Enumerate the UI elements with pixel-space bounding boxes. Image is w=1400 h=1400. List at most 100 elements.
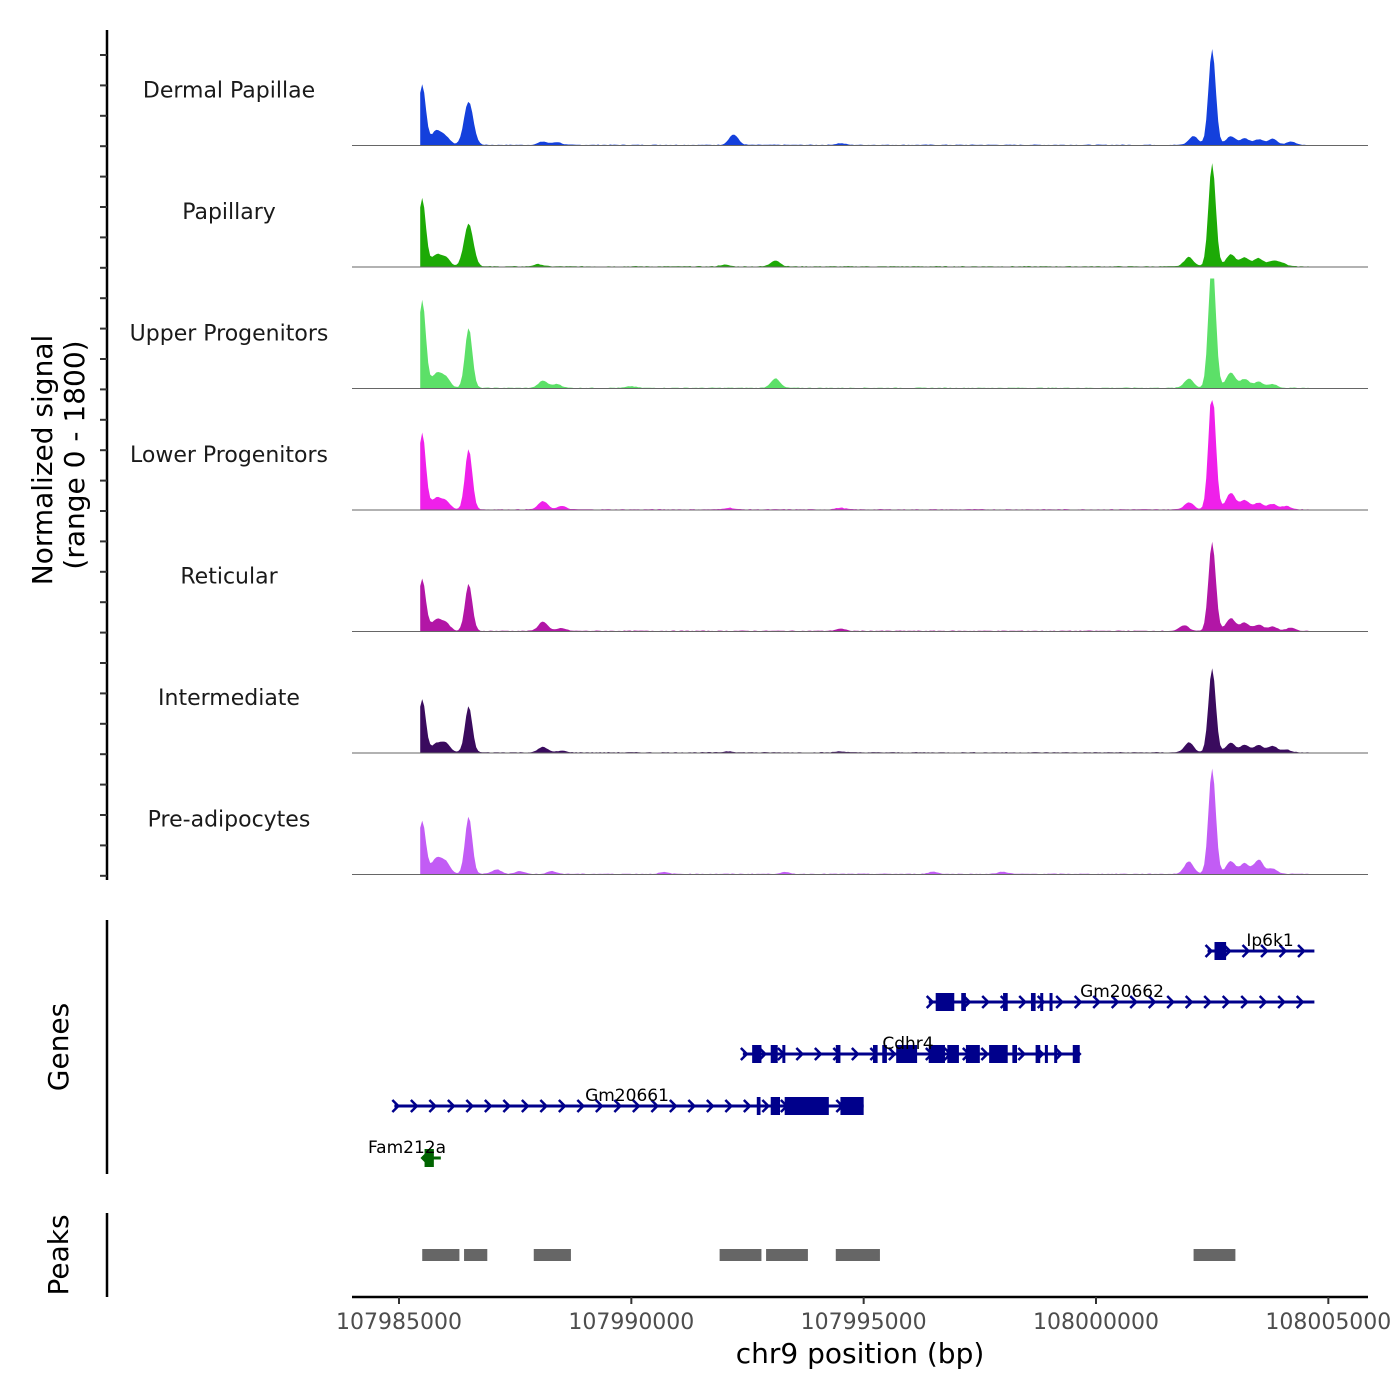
strand-arrow-icon xyxy=(631,1099,641,1113)
exon xyxy=(1012,1045,1018,1063)
exon xyxy=(935,993,955,1011)
peaks-panel xyxy=(105,1213,1236,1297)
strand-arrow-icon xyxy=(1147,995,1157,1009)
strand-arrow-icon xyxy=(1092,995,1101,1009)
gene-fam212a[interactable]: Fam212a xyxy=(368,1138,446,1167)
exon xyxy=(1003,993,1008,1011)
strand-arrow-icon xyxy=(1203,995,1212,1009)
strand-arrow-icon xyxy=(1221,995,1231,1009)
peak-region[interactable] xyxy=(766,1249,808,1261)
strand-arrow-icon xyxy=(1036,995,1046,1009)
y-axis-title-line1: Normalized signal xyxy=(26,335,59,586)
signal-area xyxy=(420,278,1310,389)
peak-region[interactable] xyxy=(1193,1249,1236,1261)
strand-arrow-icon xyxy=(1241,944,1251,958)
exon xyxy=(961,993,966,1011)
track-pre-adipocytes: Pre-adipocytes xyxy=(148,768,1368,875)
strand-arrow-icon xyxy=(446,1099,456,1113)
strand-arrow-icon xyxy=(1055,995,1064,1009)
strand-arrow-icon xyxy=(1295,995,1305,1009)
strand-arrow-icon xyxy=(1260,944,1269,958)
signal-y-axis xyxy=(100,30,109,880)
exon xyxy=(896,1045,918,1063)
strand-arrow-icon xyxy=(1073,995,1083,1009)
strand-arrow-icon xyxy=(539,1099,549,1113)
gene-gm20662[interactable]: Gm20662 xyxy=(925,982,1315,1011)
x-axis-title: chr9 position (bp) xyxy=(736,1337,985,1370)
track-label: Upper Progenitors xyxy=(130,322,329,347)
track-label: Pre-adipocytes xyxy=(148,808,311,833)
strand-arrow-icon xyxy=(483,1099,493,1113)
peak-region[interactable] xyxy=(719,1249,762,1261)
exon xyxy=(947,1045,959,1063)
x-tick-label: 108000000 xyxy=(1033,1310,1159,1335)
x-tick-label: 107990000 xyxy=(568,1310,694,1335)
exon xyxy=(1040,993,1044,1011)
strand-arrow-icon xyxy=(409,1099,419,1113)
track-lower-progenitors: Lower Progenitors xyxy=(130,400,1368,511)
exon xyxy=(965,1045,980,1063)
exon xyxy=(770,1097,781,1115)
strand-arrow-icon xyxy=(1017,1047,1027,1061)
strand-arrow-icon xyxy=(1204,944,1214,958)
peak-region[interactable] xyxy=(835,1249,880,1261)
strand-arrow-icon xyxy=(1258,995,1268,1009)
x-tick-label: 107985000 xyxy=(336,1310,462,1335)
track-label: Papillary xyxy=(182,200,276,225)
strand-arrow-icon xyxy=(980,1047,990,1061)
exon xyxy=(1030,993,1036,1011)
strand-arrow-icon xyxy=(739,1047,749,1061)
strand-arrow-icon xyxy=(650,1099,660,1113)
track-label: Intermediate xyxy=(158,686,300,711)
peak-region[interactable] xyxy=(533,1249,571,1261)
peak-region[interactable] xyxy=(464,1249,488,1261)
genes-panel-title: Genes xyxy=(42,1003,75,1091)
exon xyxy=(770,1045,778,1063)
strand-arrow-icon xyxy=(1018,995,1027,1009)
gene-gm20661[interactable]: Gm20661 xyxy=(391,1086,864,1115)
strand-arrow-icon xyxy=(850,1047,860,1061)
strand-arrow-icon xyxy=(724,1099,734,1113)
exon xyxy=(1072,1045,1080,1063)
strand-arrow-icon xyxy=(391,1099,401,1113)
strand-arrow-icon xyxy=(687,1099,697,1113)
exon xyxy=(784,1097,829,1115)
exon xyxy=(840,1097,864,1115)
strand-arrow-icon xyxy=(428,1099,438,1113)
track-reticular: Reticular xyxy=(180,541,1368,632)
signal-area xyxy=(420,668,1310,753)
exon xyxy=(872,1045,878,1063)
strand-arrow-icon xyxy=(576,1099,586,1113)
signal-tracks: Dermal Papillae Papillary Upper Progenitor… xyxy=(130,49,1368,875)
signal-area xyxy=(420,163,1310,267)
strand-arrow-icon xyxy=(502,1099,512,1113)
strand-arrow-icon xyxy=(813,1047,823,1061)
strand-arrow-icon xyxy=(668,1099,678,1113)
track-papillary: Papillary xyxy=(182,163,1368,268)
strand-arrow-icon xyxy=(1240,995,1249,1009)
exon xyxy=(835,1045,841,1063)
exon xyxy=(882,1045,887,1063)
signal-area xyxy=(420,49,1310,146)
exon xyxy=(1044,1045,1048,1063)
x-tick-label: 108005000 xyxy=(1265,1310,1391,1335)
strand-arrow-icon xyxy=(761,1099,771,1113)
strand-arrow-icon xyxy=(981,995,990,1009)
exon xyxy=(424,1149,434,1167)
exon xyxy=(989,1045,1008,1063)
strand-arrow-icon xyxy=(705,1099,715,1113)
gene-cdhr4[interactable]: Cdhr4 xyxy=(739,1034,1082,1063)
strand-arrow-icon xyxy=(742,1099,752,1113)
strand-arrow-icon xyxy=(520,1099,530,1113)
gene-label: Gm20661 xyxy=(585,1086,669,1106)
y-axis-title-line2: (range 0 - 1800) xyxy=(58,340,91,569)
gene-label: Ip6k1 xyxy=(1246,931,1293,951)
gene-ip6k1[interactable]: Ip6k1 xyxy=(1204,931,1315,960)
peak-region[interactable] xyxy=(422,1249,460,1261)
gene-label: Fam212a xyxy=(368,1138,446,1158)
strand-arrow-icon xyxy=(613,1099,623,1113)
strand-arrow-icon xyxy=(1166,995,1175,1009)
signal-area xyxy=(420,768,1310,875)
strand-arrow-icon xyxy=(1054,1047,1064,1061)
signal-area xyxy=(420,541,1310,632)
